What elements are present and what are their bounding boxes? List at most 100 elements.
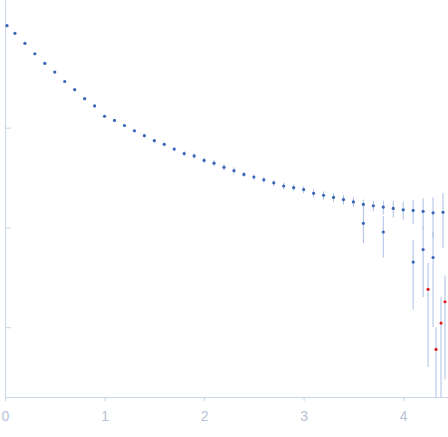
point — [443, 300, 446, 303]
point — [382, 205, 385, 208]
y-tick — [5, 327, 11, 328]
point — [342, 198, 345, 201]
error-bar — [433, 232, 434, 327]
point — [222, 166, 225, 169]
points — [5, 24, 444, 264]
point — [163, 143, 166, 146]
point — [352, 200, 355, 203]
point — [362, 222, 365, 225]
series — [426, 263, 446, 397]
point — [242, 173, 245, 176]
plot: 0 1 2 3 4 — [2, 1, 448, 424]
points — [426, 288, 446, 351]
error-bar — [413, 200, 414, 224]
point — [123, 124, 126, 127]
error-bar — [423, 227, 424, 297]
point — [33, 52, 36, 55]
error-bar — [428, 263, 429, 367]
point — [431, 211, 434, 214]
point — [402, 208, 405, 211]
y-tick-mark — [5, 128, 11, 129]
error-bar — [445, 275, 446, 379]
point — [332, 196, 335, 199]
data-points — [5, 24, 446, 397]
point — [203, 159, 206, 162]
y-tick — [5, 128, 11, 129]
point — [441, 211, 444, 214]
error-bars — [7, 25, 443, 327]
point — [53, 71, 56, 74]
error-bar — [433, 197, 434, 237]
point — [362, 203, 365, 206]
point — [153, 139, 156, 142]
point — [302, 188, 305, 191]
point — [412, 260, 415, 263]
point — [412, 209, 415, 212]
error-bar — [413, 240, 414, 310]
x-tick-mark — [105, 397, 106, 401]
x-tick-label: 2 — [201, 408, 209, 424]
point — [5, 24, 8, 27]
x-tick-mark — [204, 397, 205, 401]
point — [183, 152, 186, 155]
point — [431, 256, 434, 259]
y-tick-mark — [5, 327, 11, 328]
x-tick-mark — [5, 397, 6, 401]
error-bar — [363, 210, 364, 243]
point — [282, 184, 285, 187]
chart: 0 1 2 3 4 — [0, 0, 448, 437]
point — [262, 178, 265, 181]
x-tick: 2 — [201, 397, 209, 424]
point — [83, 97, 86, 100]
x-tick: 4 — [400, 397, 408, 424]
error-bar — [383, 216, 384, 257]
point — [272, 181, 275, 184]
error-bar — [441, 297, 442, 397]
series — [5, 24, 444, 327]
point — [322, 194, 325, 197]
point — [426, 288, 429, 291]
x-tick-mark — [403, 397, 404, 401]
point — [232, 169, 235, 172]
point — [372, 204, 375, 207]
point — [434, 348, 437, 351]
point — [13, 32, 16, 35]
error-bars — [428, 263, 445, 397]
point — [312, 192, 315, 195]
y-axis-line — [5, 1, 6, 398]
point — [252, 175, 255, 178]
error-bar — [443, 193, 444, 248]
point — [422, 210, 425, 213]
x-tick-label: 3 — [300, 408, 308, 424]
point — [193, 154, 196, 157]
error-bar — [423, 198, 424, 229]
error-bar — [436, 327, 437, 397]
point — [63, 80, 66, 83]
x-tick: 1 — [101, 397, 109, 424]
point — [382, 230, 385, 233]
x-tick-mark — [304, 397, 305, 401]
point — [43, 62, 46, 65]
point — [292, 186, 295, 189]
x-tick-label: 1 — [101, 408, 109, 424]
point — [113, 119, 116, 122]
point — [422, 248, 425, 251]
x-tick-label: 0 — [2, 408, 10, 424]
point — [93, 104, 96, 107]
x-tick: 0 — [2, 397, 10, 424]
point — [439, 322, 442, 325]
x-tick: 3 — [300, 397, 308, 424]
point — [103, 115, 106, 118]
point — [392, 207, 395, 210]
point — [23, 42, 26, 45]
point — [133, 129, 136, 132]
point — [173, 147, 176, 150]
y-axis — [5, 1, 11, 398]
point — [143, 134, 146, 137]
x-axis: 0 1 2 3 4 — [2, 397, 448, 424]
y-tick-mark — [5, 227, 11, 228]
point — [212, 162, 215, 165]
point — [73, 88, 76, 91]
x-tick-label: 4 — [400, 408, 408, 424]
x-axis-line — [6, 398, 448, 402]
